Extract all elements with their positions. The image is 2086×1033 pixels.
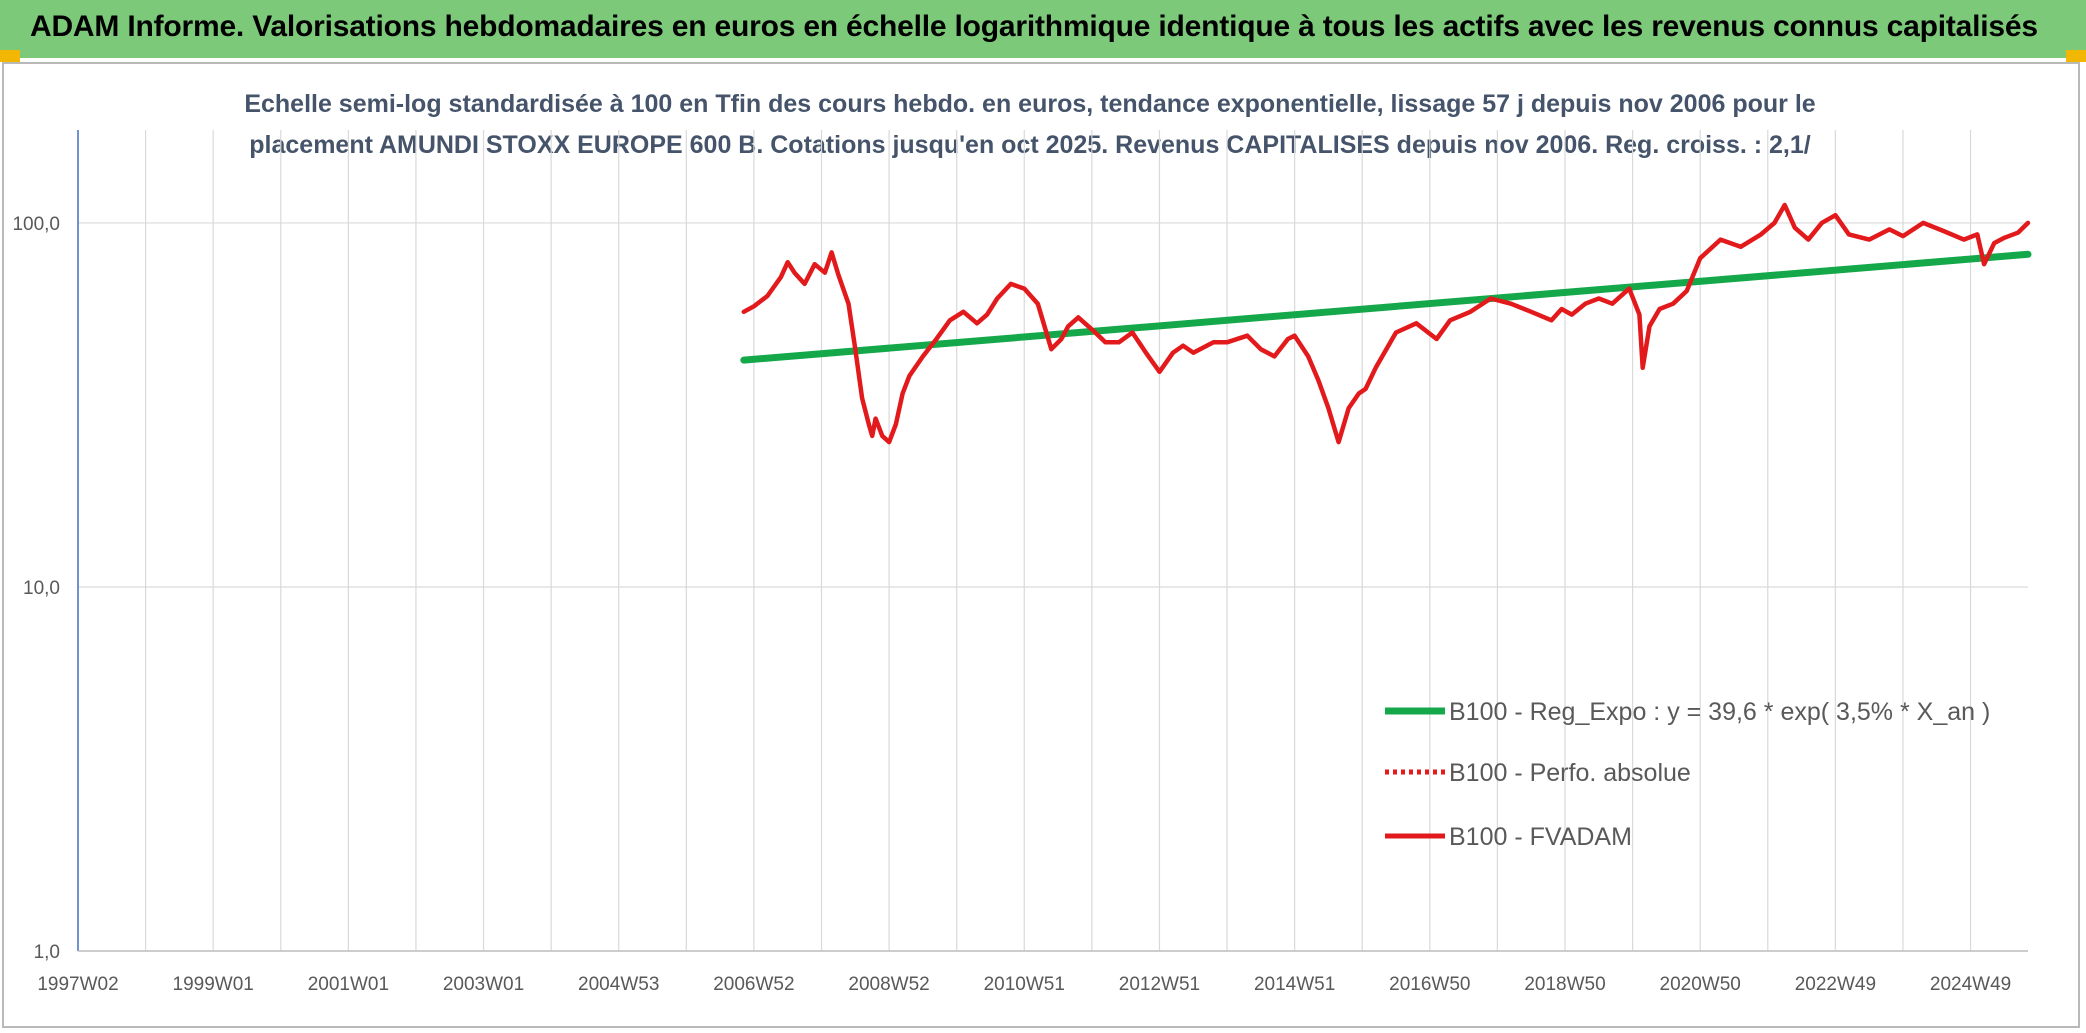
x-tick-label: 1999W01 — [173, 974, 254, 995]
legend-entry: B100 - Perfo. absolue — [1449, 759, 1691, 787]
x-tick-label: 2003W01 — [443, 974, 524, 995]
corner-marker-top-left — [0, 50, 20, 62]
chart-title-line-1: Echelle semi-log standardisée à 100 en T… — [244, 90, 1816, 118]
y-tick-label: 1,0 — [34, 942, 60, 963]
x-tick-label: 2006W52 — [713, 974, 794, 995]
chart-frame — [2, 62, 2080, 1028]
x-tick-label: 2004W53 — [578, 974, 659, 995]
x-tick-label: 2014W51 — [1254, 974, 1335, 995]
x-tick-label: 2008W52 — [848, 974, 929, 995]
x-tick-label: 2018W50 — [1524, 974, 1605, 995]
legend-entry: B100 - Reg_Expo : y = 39,6 * exp( 3,5% *… — [1449, 698, 1990, 726]
regression-trend-line — [740, 250, 2032, 364]
y-tick-label: 10,0 — [23, 578, 60, 599]
chart-title-line-2: placement AMUNDI STOXX EUROPE 600 B. Cot… — [249, 131, 1811, 159]
x-tick-label: 1997W02 — [37, 974, 118, 995]
legend-entry: B100 - FVADAM — [1449, 823, 1632, 851]
x-tick-label: 2022W49 — [1795, 974, 1876, 995]
x-tick-label: 2012W51 — [1119, 974, 1200, 995]
corner-marker-top-right — [2066, 50, 2086, 62]
x-tick-label: 2016W50 — [1389, 974, 1470, 995]
report-banner: ADAM Informe. Valorisations hebdomadaire… — [0, 0, 2086, 58]
y-tick-label: 100,0 — [12, 214, 60, 235]
fvadam-line — [741, 202, 2031, 445]
x-tick-label: 2010W51 — [984, 974, 1065, 995]
chart-title: Echelle semi-log standardisée à 100 en T… — [180, 84, 1880, 166]
x-tick-label: 2024W49 — [1930, 974, 2011, 995]
report-title: ADAM Informe. Valorisations hebdomadaire… — [30, 10, 2038, 43]
x-tick-label: 2001W01 — [308, 974, 389, 995]
x-tick-label: 2020W50 — [1660, 974, 1741, 995]
